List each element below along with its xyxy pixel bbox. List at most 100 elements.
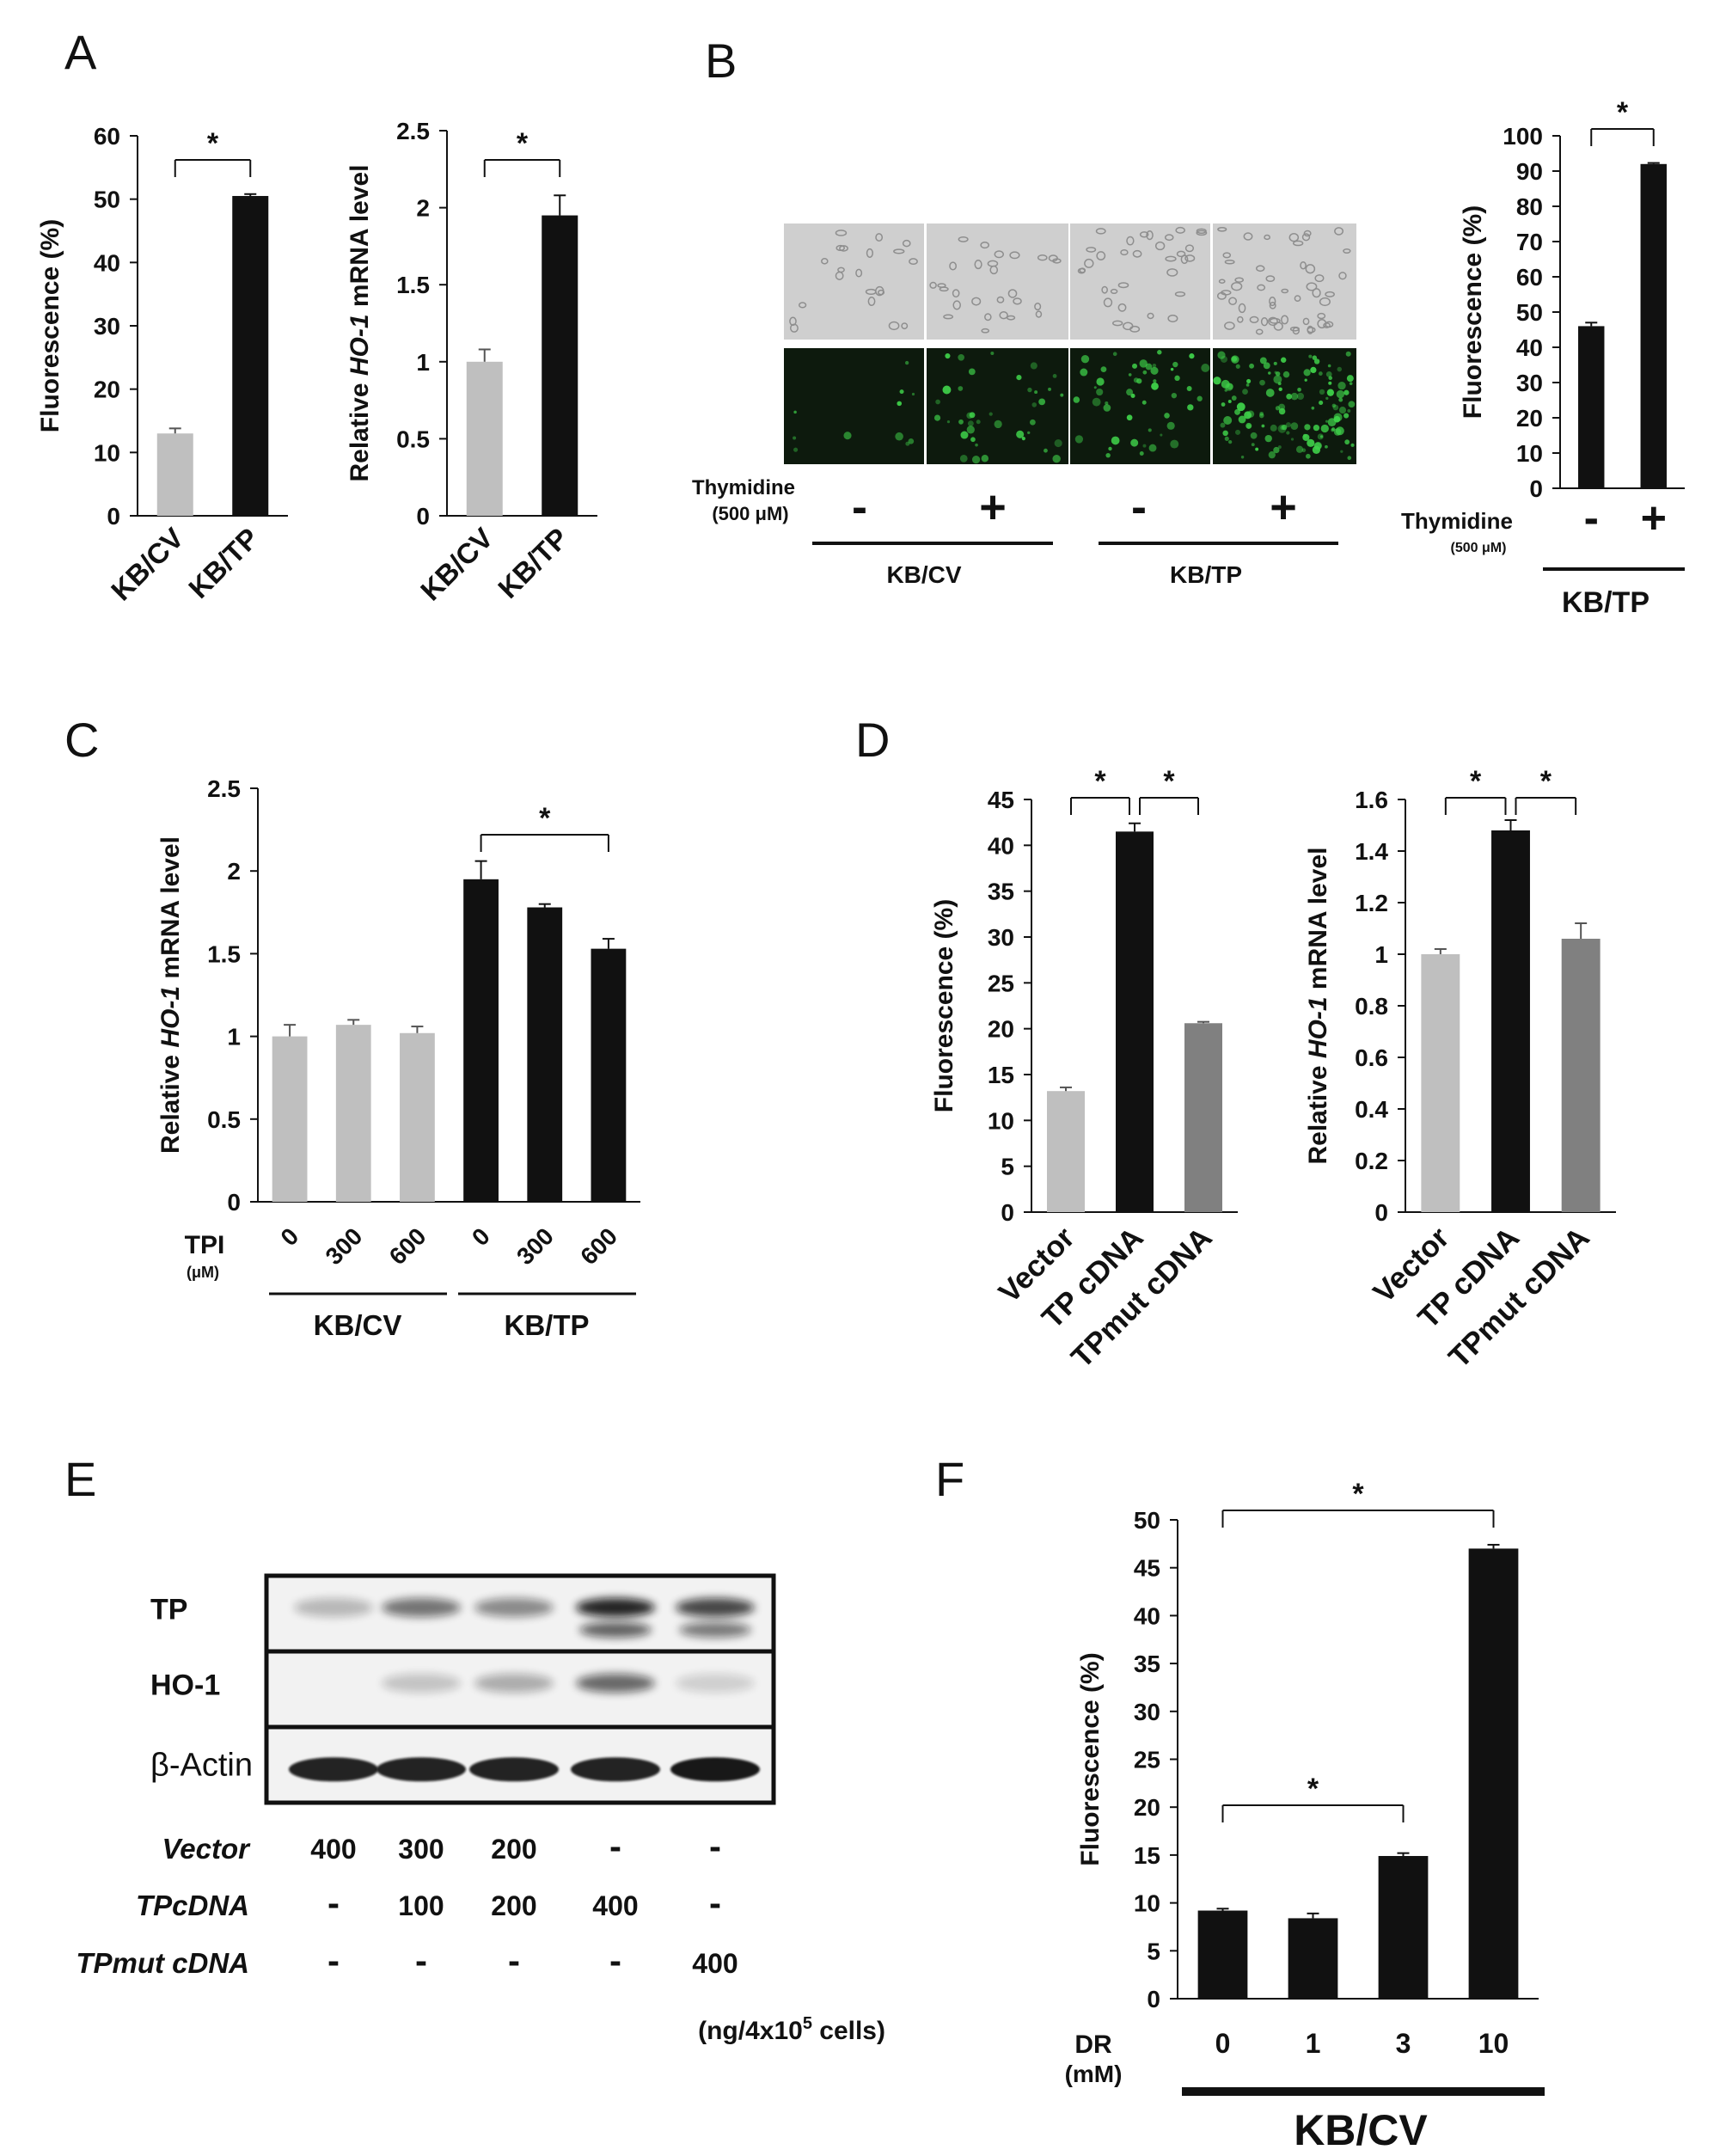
fluorescent-cell: [1128, 373, 1132, 377]
cell-mark: [1086, 247, 1097, 253]
cell-mark: [980, 242, 989, 249]
fluorescent-cell: [1268, 371, 1271, 375]
bar: [1378, 1856, 1429, 1999]
fluorescent-cell: [994, 420, 1002, 429]
bar: [335, 1025, 371, 1202]
fluorescent-cell: [967, 420, 974, 427]
cell-mark: [1167, 314, 1178, 322]
cell-mark: [1325, 321, 1334, 328]
fluorescent-cell: [1333, 413, 1343, 422]
cell-mark: [949, 261, 958, 271]
fluorescent-cell: [1220, 422, 1226, 428]
fluorescent-cell: [958, 419, 964, 425]
fluorescent-cell: [1270, 424, 1277, 432]
fluorescent-cell: [1246, 378, 1252, 383]
fluorescent-cell: [1320, 424, 1329, 433]
cell-mark: [1184, 254, 1196, 262]
fluorescent-cell: [1197, 395, 1203, 401]
y-tick-label: 25: [988, 970, 1014, 996]
condition-value: -: [709, 1883, 721, 1923]
y-axis-label: Fluorescence (%): [1076, 1652, 1105, 1865]
fluorescent-cell: [1029, 419, 1036, 426]
x-category-label: 600: [384, 1222, 432, 1270]
cell-mark: [1256, 265, 1265, 273]
cell-mark: [1035, 310, 1043, 318]
y-tick-label: 40: [1134, 1602, 1160, 1629]
cell-mark: [1305, 264, 1316, 274]
fluorescent-cell: [1277, 424, 1287, 433]
y-tick-label: 1.5: [396, 272, 430, 298]
panel-b-micrographs: [784, 224, 1356, 464]
fluorescent-cell: [1318, 371, 1323, 376]
fluorescent-cell: [933, 414, 941, 421]
fluorescent-cell: [911, 392, 915, 396]
y-tick-label: 0: [1374, 1199, 1388, 1226]
fluorescent-cell: [1150, 366, 1159, 375]
cell-mark: [1314, 274, 1325, 283]
fluorescent-cell: [990, 351, 995, 355]
fluorescent-cell: [1152, 363, 1157, 368]
cell-mark: [909, 258, 918, 266]
fluorescent-cell: [1246, 383, 1250, 387]
significance-star: *: [539, 802, 551, 835]
fluorescent-cell: [1234, 408, 1240, 415]
fluorescent-cell: [1259, 357, 1267, 364]
blot-row-label: TP: [150, 1593, 187, 1626]
fluorescent-cell: [1060, 393, 1064, 397]
x-category-label: KB/CV: [105, 522, 190, 607]
fluorescent-cell: [1250, 432, 1258, 439]
fluorescent-cell: [1166, 421, 1175, 430]
condition-value: 200: [491, 1834, 536, 1865]
condition-value: 400: [692, 1948, 738, 1979]
cell-mark: [1013, 297, 1022, 305]
fluorescent-cell: [1281, 424, 1288, 431]
fluorescent-cell: [1277, 445, 1282, 450]
cell-mark: [1007, 289, 1018, 298]
cell-mark: [974, 260, 982, 270]
cell-mark: [1180, 254, 1189, 265]
x-axis-unit: (500 μM): [1451, 541, 1507, 555]
cell-mark: [1260, 316, 1269, 327]
y-tick-label: 0: [416, 503, 430, 530]
group-label: KB/CV: [1294, 2106, 1428, 2154]
y-tick-label: 10: [1134, 1890, 1160, 1917]
cell-mark: [1257, 284, 1266, 291]
significance-star: *: [1470, 765, 1482, 798]
cell-mark: [1281, 288, 1289, 294]
fluorescent-cell: [1130, 393, 1135, 398]
y-tick-label: 25: [1134, 1747, 1160, 1773]
fluorescent-cell: [1160, 433, 1163, 437]
blot-band: [474, 1673, 554, 1693]
fluorescent-cell: [1044, 448, 1048, 453]
fluorescent-cell: [899, 389, 904, 395]
y-tick-label: 1: [227, 1024, 241, 1050]
cell-mark: [1238, 303, 1246, 314]
cell-mark: [996, 296, 1005, 303]
y-tick-label: 2: [227, 858, 241, 885]
y-tick-label: 10: [1516, 440, 1543, 467]
cell-mark: [1265, 275, 1276, 283]
y-tick-label: 1.2: [1355, 890, 1388, 916]
fluorescent-cell: [1171, 392, 1178, 399]
fluorescent-cell: [1136, 378, 1142, 384]
fluorescent-cell: [1027, 431, 1031, 435]
cell-mark: [902, 239, 911, 248]
y-tick-label: 20: [94, 377, 120, 403]
fluorescent-cell: [1224, 389, 1227, 392]
significance-star: *: [1163, 765, 1175, 798]
fluorescent-cell: [1307, 438, 1315, 447]
bar: [591, 948, 627, 1202]
cell-mark: [1249, 315, 1259, 323]
fluorescent-cell: [1325, 444, 1328, 449]
fluorescent-cell: [1244, 411, 1252, 420]
y-tick-label: 50: [94, 187, 120, 213]
y-tick-label: 0.4: [1355, 1096, 1388, 1123]
fluorescent-cell: [1096, 388, 1104, 396]
cell-mark: [1343, 248, 1351, 254]
fluorescent-cell: [1280, 426, 1285, 431]
cell-mark: [1300, 261, 1307, 270]
fluorescent-cell: [1016, 375, 1022, 381]
fluorescent-cell: [1153, 379, 1157, 383]
condition-value: 100: [398, 1890, 444, 1921]
blot-band: [576, 1597, 655, 1617]
